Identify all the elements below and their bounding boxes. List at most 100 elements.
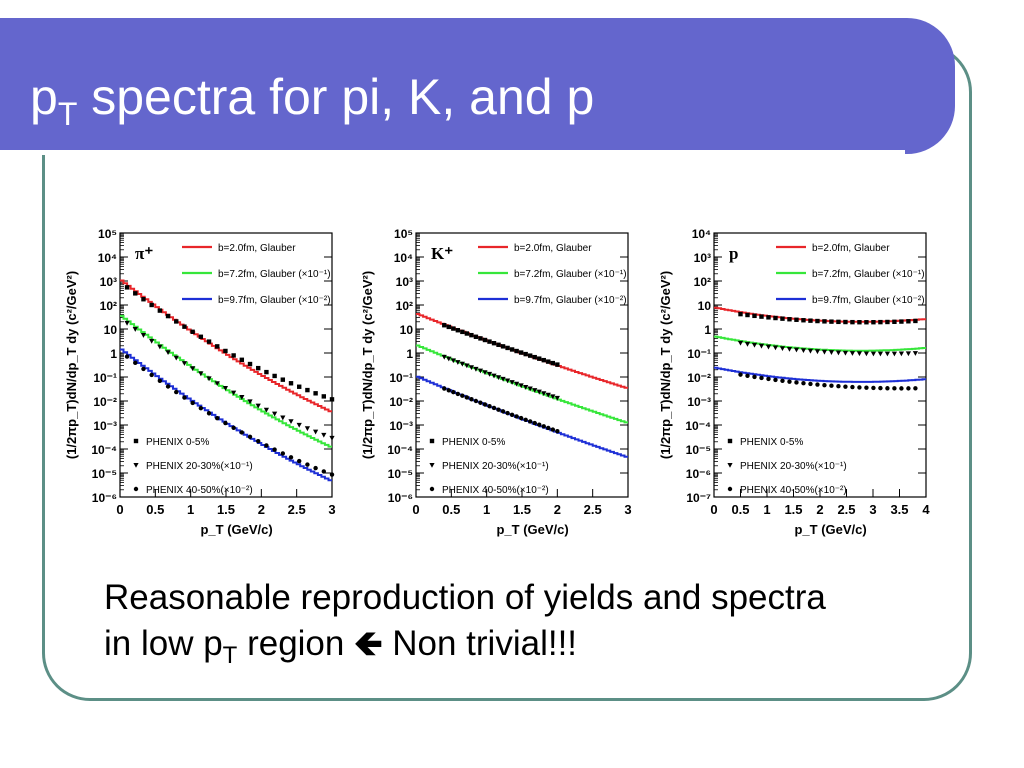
x-tick-label: 1 <box>187 502 194 517</box>
y-tick-label: 10⁻¹ <box>93 371 117 385</box>
x-tick-label: 0 <box>412 502 419 517</box>
data-point-triangle <box>536 389 542 395</box>
data-point-circle <box>464 395 470 400</box>
data-point-triangle <box>157 344 163 350</box>
data-point-square <box>794 317 799 322</box>
data-point-circle <box>829 383 834 388</box>
data-point-square <box>864 320 869 325</box>
data-point-triangle <box>523 384 529 390</box>
proton-spectrum-chart: 10⁻⁷ 10⁻⁶ 10⁻⁵ 10⁻⁴ 10⁻³ 10⁻² 10⁻¹ 1 10 10² 10³ 10⁴… <box>656 215 946 545</box>
data-point-triangle <box>793 347 800 353</box>
marker-legend-label: PHENIX 0-5% <box>442 437 505 448</box>
data-point-square <box>215 344 220 349</box>
data-point-triangle <box>455 360 461 365</box>
legend-label: b=2.0fm, Glauber <box>812 243 890 254</box>
data-point-triangle <box>329 435 335 441</box>
data-point-square <box>815 318 820 324</box>
data-point-square <box>487 339 492 344</box>
data-point-triangle <box>863 351 870 357</box>
data-point-square <box>190 329 195 334</box>
data-point-triangle <box>500 376 506 382</box>
data-point-triangle <box>304 426 311 432</box>
data-point-square <box>752 313 757 319</box>
data-point-circle <box>442 386 447 391</box>
data-point-circle <box>892 386 897 391</box>
marker-legend-label: PHENIX 40-50%(×10⁻²) <box>146 485 253 496</box>
data-point-square <box>478 336 483 341</box>
data-point-square <box>906 319 911 324</box>
data-point-triangle <box>124 320 130 326</box>
marker-legend-label: PHENIX 0-5% <box>146 437 209 448</box>
data-point-square <box>523 351 528 357</box>
data-point-circle <box>446 388 451 393</box>
data-point-circle <box>527 419 533 424</box>
x-tick-label: 3 <box>624 502 631 517</box>
data-point-triangle <box>181 361 188 366</box>
data-point-square <box>329 397 335 402</box>
data-point-triangle <box>514 381 520 387</box>
y-tick-label: 10 <box>698 299 712 313</box>
data-point-triangle <box>758 343 765 349</box>
legend-label: b=2.0fm, Glauber <box>218 243 296 254</box>
legend-marker-triangle <box>727 463 733 468</box>
data-point-square <box>473 334 479 339</box>
data-point-triangle <box>486 371 493 377</box>
data-point-square <box>532 354 537 360</box>
data-point-square <box>822 319 827 324</box>
data-point-triangle <box>464 363 470 369</box>
model-curve-3 <box>714 366 926 383</box>
data-point-square <box>913 318 918 324</box>
data-point-square <box>885 319 890 325</box>
data-point-triangle <box>509 380 515 385</box>
data-point-circle <box>752 374 757 380</box>
model-curve-1 <box>120 279 332 413</box>
data-point-triangle <box>545 392 551 398</box>
data-point-circle <box>514 414 519 419</box>
legend-marker-circle <box>133 486 139 492</box>
data-point-circle <box>491 405 497 411</box>
data-point-circle <box>843 384 848 389</box>
data-point-triangle <box>877 351 884 357</box>
y-tick-label: 10⁻⁷ <box>686 491 711 505</box>
data-point-square <box>141 297 146 302</box>
data-point-square <box>482 337 488 343</box>
data-point-circle <box>550 427 556 432</box>
title-bar: pT spectra for pi, K, and p <box>0 18 955 155</box>
y-tick-label: 1 <box>110 347 117 361</box>
model-curve-2 <box>120 314 332 448</box>
data-point-triangle <box>206 376 212 382</box>
data-point-square <box>469 332 474 338</box>
data-point-triangle <box>898 351 905 357</box>
data-point-triangle <box>468 365 475 370</box>
data-point-circle <box>505 410 510 416</box>
data-point-square <box>157 308 163 313</box>
data-point-circle <box>280 451 286 456</box>
data-point-triangle <box>441 354 447 360</box>
data-point-circle <box>469 397 474 402</box>
data-point-square <box>280 377 286 382</box>
data-point-square <box>174 319 179 324</box>
x-tick-label: 1.5 <box>217 502 235 517</box>
data-point-triangle <box>482 370 488 376</box>
data-point-triangle <box>491 373 497 379</box>
legend-label: b=7.2fm, Glauber (×10⁻¹) <box>514 269 627 280</box>
data-point-square <box>850 319 855 325</box>
legend-label: b=7.2fm, Glauber (×10⁻¹) <box>812 269 925 280</box>
data-point-square <box>133 291 138 296</box>
data-point-circle <box>198 405 204 411</box>
data-point-square <box>313 391 318 396</box>
data-point-circle <box>787 379 792 384</box>
legend-marker-triangle <box>133 463 139 468</box>
data-point-triangle <box>222 385 229 391</box>
data-point-circle <box>460 393 465 398</box>
data-point-triangle <box>737 340 744 346</box>
data-point-square <box>780 316 785 321</box>
data-point-triangle <box>814 349 821 355</box>
data-point-circle <box>773 377 778 383</box>
legend-marker-square <box>727 438 733 444</box>
x-tick-label: 4 <box>922 502 930 517</box>
data-point-triangle <box>446 356 452 362</box>
data-point-square <box>505 345 510 351</box>
data-point-square <box>878 319 883 325</box>
y-axis-title: (1/2πp_T)dN/dp_T dy (c²/GeV²) <box>658 271 673 459</box>
